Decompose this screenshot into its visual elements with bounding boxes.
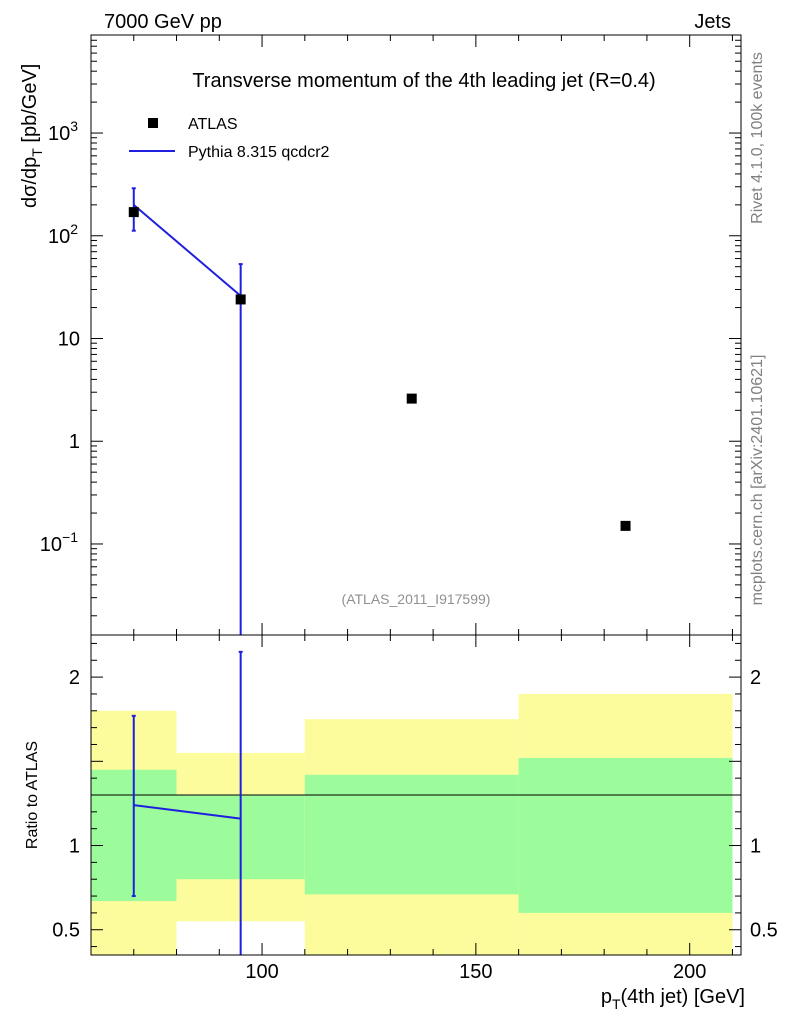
- header-energy: 7000 GeV pp: [104, 11, 222, 33]
- analysis-id: (ATLAS_2011_I917599): [342, 591, 491, 607]
- ratio-band-inner: [304, 774, 519, 895]
- ratio-panel: 0.5 0.5 1 1 2 2 100 150 200 Ratio to ATLAS pT(4…: [24, 634, 778, 1012]
- data-point: [406, 393, 417, 404]
- main-plot-area: [128, 187, 631, 635]
- data-point: [128, 207, 139, 218]
- ratio-y-axis-title: Ratio to ATLAS: [24, 741, 41, 849]
- ratio-axis-ticks: [90, 635, 741, 955]
- header-category: Jets: [694, 11, 731, 33]
- ratio-y-tick-label-left: 0.5: [52, 920, 80, 942]
- x-tick-labels: 100 150 200: [245, 961, 706, 983]
- x-tick-label: 200: [673, 961, 706, 983]
- legend-atlas-marker: [148, 118, 158, 128]
- main-y-axis-title: dσ/dpT [pb/GeV]: [19, 64, 45, 208]
- y-tick-label: 103: [48, 118, 78, 145]
- data-point: [620, 520, 631, 531]
- main-panel: 10−1 1 10 102 103 Transverse momentum of the…: [19, 34, 742, 636]
- legend-atlas-label: ATLAS: [188, 116, 238, 133]
- ratio-y-tick-label-right: 0.5: [750, 920, 778, 942]
- ratio-mc-line: [133, 804, 241, 820]
- x-tick-label: 150: [459, 961, 492, 983]
- mc-line: [133, 204, 242, 297]
- main-axis-ticks: [90, 34, 741, 635]
- mcplots-label: mcplots.cern.ch [arXiv:2401.10621]: [749, 355, 766, 606]
- ratio-band-inner: [518, 757, 733, 913]
- main-y-tick-labels: 10−1 1 10 102 103: [40, 118, 80, 556]
- ratio-y-tick-label-right: 1: [750, 836, 761, 858]
- x-tick-label: 100: [245, 961, 278, 983]
- y-tick-label: 10−1: [40, 529, 78, 556]
- data-point: [235, 294, 246, 305]
- x-axis-title: pT(4th jet) [GeV]: [601, 986, 745, 1012]
- ratio-bands: [91, 693, 733, 955]
- ratio-y-tick-labels: 0.5 0.5 1 1 2 2: [52, 667, 778, 942]
- ratio-y-tick-label-left: 1: [69, 836, 80, 858]
- y-tick-label: 10: [58, 329, 80, 351]
- y-tick-label: 1: [69, 431, 80, 453]
- rivet-label: Rivet 4.1.0, 100k events: [749, 52, 766, 224]
- legend-pythia-label: Pythia 8.315 qcdcr2: [188, 144, 330, 161]
- y-tick-label: 102: [48, 221, 78, 248]
- ratio-y-tick-label-left: 2: [69, 667, 80, 689]
- ratio-plot-area: [131, 650, 243, 955]
- plot-title: Transverse momentum of the 4th leading j…: [192, 70, 655, 92]
- legend: ATLAS Pythia 8.315 qcdcr2: [129, 116, 330, 161]
- ratio-y-tick-label-right: 2: [750, 667, 761, 689]
